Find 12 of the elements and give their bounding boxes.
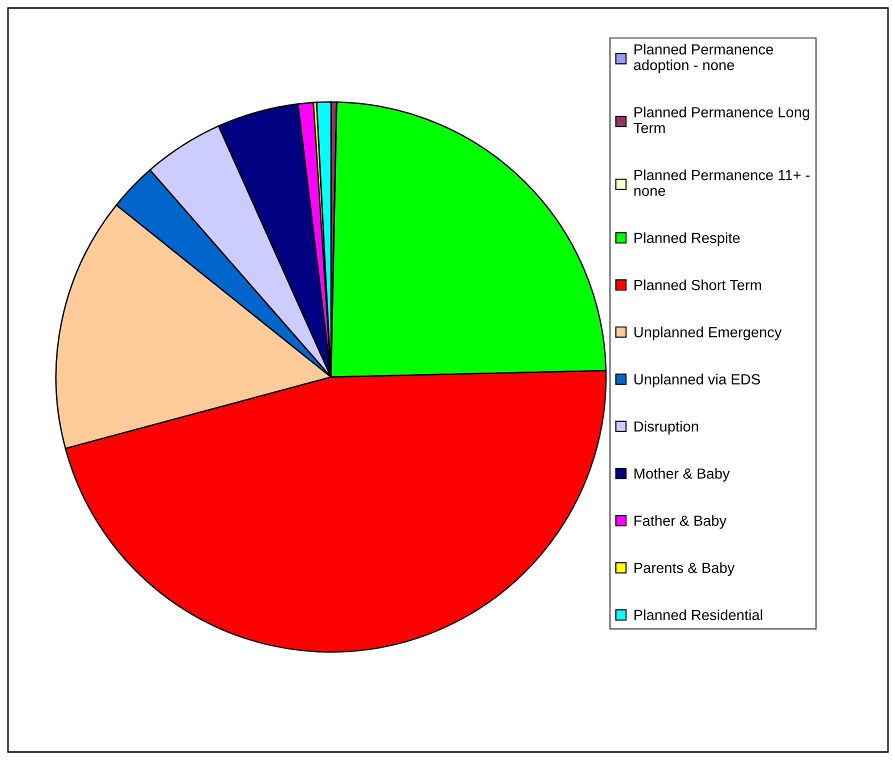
legend-label: Planned Short Term [634,280,761,290]
legend-label: Planned Permanence 11+ - none [634,170,810,196]
legend-label: Disruption [634,420,698,435]
legend-label: Father & Baby [634,515,727,529]
legend-label: Planned Respite [634,232,740,246]
legend-label: Unplanned Emergency [634,326,782,340]
legend-label: Mother & Baby [634,468,730,482]
legend-label: Parents & Baby [634,562,735,576]
legend-label: Planned Permanence Long Term [634,106,810,134]
legend-label: Planned Permanence adoption - none [634,44,773,74]
legend-label: Planned Residential [634,609,762,620]
legend-label: Unplanned via EDS [634,374,760,388]
